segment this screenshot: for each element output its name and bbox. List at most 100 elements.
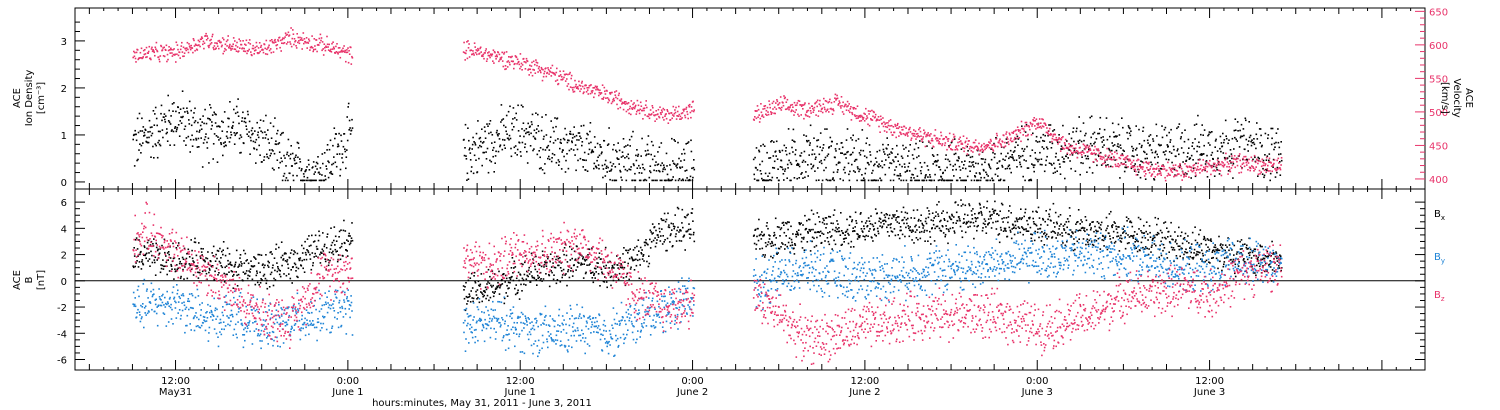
ion-density-series-point (236, 111, 239, 114)
ion-density-series-point (344, 150, 347, 153)
field-bx-series-point (276, 262, 278, 264)
ion-density-series-point (1101, 141, 1103, 143)
ion-density-series-point (987, 163, 990, 165)
field-bx-series-point (342, 255, 344, 257)
field-bx-series-point (505, 292, 507, 294)
ion-density-series-point (163, 113, 166, 115)
ion-density-series-point (624, 168, 627, 171)
velocity-series-point (1013, 130, 1015, 133)
velocity-series-point (589, 92, 592, 95)
velocity-series-point (245, 44, 247, 46)
velocity-series-point (342, 50, 345, 52)
ion-density-series-point (615, 179, 618, 182)
ion-density-series-point (993, 156, 996, 159)
ion-density-series-point (871, 179, 874, 182)
velocity-series-point (887, 122, 889, 124)
ion-density-series-point (965, 179, 967, 182)
ion-density-series-point (1228, 155, 1231, 158)
velocity-series-point (1009, 133, 1011, 136)
velocity-series-point (1271, 170, 1273, 173)
velocity-series-point (277, 39, 279, 41)
field-bx-series-point (270, 271, 273, 274)
field-bx-series-point (242, 279, 244, 282)
velocity-series-point (1020, 120, 1023, 123)
ion-density-series-point (1272, 166, 1274, 168)
velocity-series-point (1111, 166, 1114, 168)
velocity-series-point (826, 109, 828, 111)
ion-density-series-point (1056, 141, 1059, 143)
field-bx-series-point (760, 238, 763, 240)
velocity-series-point (139, 57, 141, 59)
field-bx-series-point (651, 233, 653, 235)
ion-density-series-point (1038, 158, 1040, 161)
field-bx-series-point (245, 270, 248, 272)
ion-density-series-point (477, 120, 479, 122)
ion-density-series-point (978, 172, 981, 174)
velocity-series-point (1173, 175, 1175, 178)
velocity-series-point (827, 101, 829, 104)
ion-density-series-point (193, 121, 196, 124)
velocity-series-point (655, 118, 658, 120)
velocity-series-point (1037, 122, 1040, 125)
velocity-series-point (150, 58, 152, 61)
ion-density-series-point (824, 128, 826, 130)
field-bx-series-point (464, 286, 466, 288)
ion-density-series-point (1181, 132, 1183, 134)
field-bx-series-point (771, 242, 774, 244)
ion-density-series-point (845, 139, 848, 141)
ion-density-series-point (284, 157, 286, 159)
field-bx-series-point (165, 255, 167, 257)
field-bx-series-point (483, 294, 485, 297)
field-bx-series-point (249, 268, 252, 270)
ion-density-series-point (1113, 144, 1116, 146)
field-bx-series-point (134, 265, 136, 268)
ion-density-series-point (1133, 170, 1136, 172)
ion-density-series-point (346, 149, 348, 151)
ion-density-series-point (832, 177, 834, 179)
field-bx-series-point (313, 240, 316, 242)
velocity-series-point (502, 65, 505, 68)
ion-density-series-point (1217, 157, 1219, 160)
ion-density-series-point (1144, 178, 1147, 180)
ion-density-series-point (554, 117, 556, 119)
velocity-series-point (1020, 140, 1022, 143)
velocity-series-point (624, 103, 627, 105)
velocity-series-point (1168, 166, 1171, 169)
velocity-series-point (798, 100, 801, 102)
velocity-series-point (755, 117, 758, 120)
field-bx-series-point (338, 236, 340, 238)
velocity-series-point (959, 136, 961, 139)
ion-density-series-point (772, 155, 775, 157)
ion-density-series-point (183, 140, 185, 142)
ion-density-series-point (1183, 140, 1186, 143)
velocity-series-point (496, 55, 498, 58)
field-bx-series-point (571, 248, 573, 251)
velocity-series-point (755, 110, 757, 112)
velocity-series-point (916, 132, 919, 135)
velocity-series-point (625, 110, 628, 113)
ion-density-series-point (283, 172, 286, 175)
velocity-series-point (147, 50, 150, 53)
ion-density-series-point (1128, 126, 1130, 129)
ion-density-series-point (1155, 150, 1157, 153)
ion-density-series-point (896, 174, 899, 177)
ion-density-series-point (509, 105, 511, 108)
velocity-series-point (774, 112, 776, 115)
velocity-series-point (222, 52, 224, 55)
field-bx-series-point (581, 263, 584, 266)
ion-density-series-point (541, 116, 543, 118)
velocity-series-point (323, 43, 326, 45)
field-bx-series-point (481, 293, 484, 296)
velocity-series-point (1090, 152, 1093, 154)
ion-density-series-point (767, 179, 770, 182)
ion-density-series-point (648, 176, 651, 179)
velocity-series-point (199, 45, 201, 48)
ion-density-series-point (651, 158, 654, 161)
ion-density-series-point (544, 163, 546, 165)
ion-density-series-point (563, 138, 566, 141)
velocity-series-point (332, 46, 335, 48)
velocity-series-point (884, 123, 886, 125)
velocity-series-point (300, 39, 302, 41)
ion-density-series-point (201, 121, 203, 123)
field-bx-series-point (791, 244, 794, 246)
